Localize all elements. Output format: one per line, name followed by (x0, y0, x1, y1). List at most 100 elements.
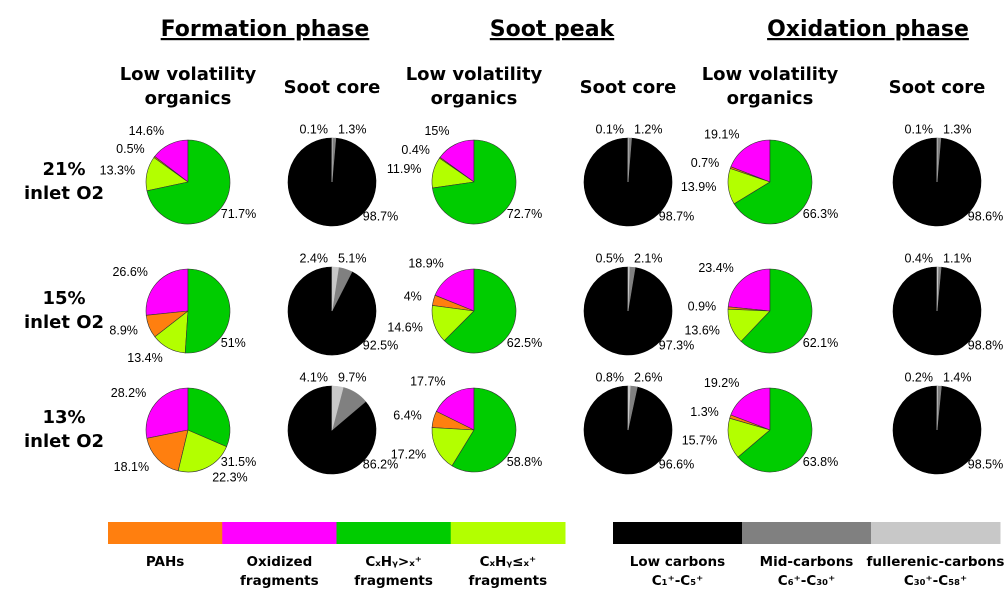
data-label: 66.3% (803, 207, 838, 221)
data-label: 98.6% (968, 209, 1003, 223)
row-label: inlet O2 (24, 312, 104, 333)
legend-label: PAHs (146, 554, 184, 570)
row-label: 15% (42, 288, 85, 309)
legend-label: fragments (240, 573, 319, 589)
data-label: 17.7% (410, 374, 445, 388)
legend-label: C₃₀⁺-C₅₈⁺ (904, 573, 967, 589)
data-label: 13.6% (684, 323, 719, 337)
pie-slice (287, 266, 377, 356)
pie-title: Soot core (580, 77, 677, 98)
data-label: 2.6% (634, 370, 663, 384)
data-label: 1.3% (943, 122, 972, 136)
legend-label: Mid-carbons (760, 554, 854, 570)
pie-title: Soot core (284, 77, 381, 98)
data-label: 1.3% (690, 405, 719, 419)
data-label: 9.7% (338, 370, 367, 384)
data-label: 0.8% (596, 370, 625, 384)
data-label: 31.5% (221, 455, 256, 469)
pie-slice (146, 139, 231, 225)
data-label: 92.5% (363, 338, 398, 352)
data-label: 62.1% (803, 336, 838, 350)
data-label: 5.1% (338, 251, 367, 265)
legend-swatch (613, 522, 743, 544)
pie-slice (187, 387, 231, 447)
data-label: 0.5% (596, 251, 625, 265)
data-label: 1.4% (943, 370, 972, 384)
data-label: 15.7% (682, 434, 717, 448)
data-label: 0.4% (401, 143, 430, 157)
pie-slice (936, 266, 939, 312)
pie-slice (627, 385, 631, 431)
data-label: 15% (424, 124, 449, 138)
pie-slice (145, 268, 189, 316)
legend-label: C₁⁺-C₅⁺ (652, 573, 704, 589)
pie-slice (727, 268, 771, 312)
pie-slice (146, 429, 189, 472)
pie-slice (733, 139, 813, 225)
pie-slice (435, 387, 475, 431)
pie-slice (737, 387, 813, 473)
data-label: 4% (404, 290, 422, 304)
pie-slice (740, 268, 813, 354)
data-label: 28.2% (111, 386, 146, 400)
data-label: 18.9% (408, 257, 443, 271)
legend-label: fragments (354, 573, 433, 589)
phase-title: Formation phase (161, 17, 370, 42)
row-label: 21% (42, 159, 85, 180)
data-label: 96.6% (659, 457, 694, 471)
phase-title: Oxidation phase (767, 17, 969, 42)
data-label: 98.8% (968, 338, 1003, 352)
row-label: inlet O2 (24, 183, 104, 204)
data-label: 13.4% (127, 351, 162, 365)
data-label: 1.3% (338, 122, 367, 136)
pie-title: Low volatility (702, 64, 839, 85)
data-label: 23.4% (698, 261, 733, 275)
phase-title: Soot peak (490, 17, 616, 42)
data-label: 6.4% (393, 408, 422, 422)
pie-slice (936, 385, 938, 431)
data-label: 0.9% (688, 299, 717, 313)
data-label: 0.1% (596, 122, 625, 136)
row-label: 13% (42, 407, 85, 428)
data-label: 13.3% (100, 163, 135, 177)
data-label: 63.8% (803, 455, 838, 469)
data-label: 1.2% (634, 122, 663, 136)
pie-slice (434, 268, 475, 312)
legend-swatch (336, 522, 452, 544)
data-label: 58.8% (507, 455, 542, 469)
legend-swatch (871, 522, 1001, 544)
data-label: 0.7% (691, 156, 720, 170)
pie-slice (432, 139, 517, 225)
data-label: 71.7% (221, 207, 256, 221)
data-label: 17.2% (391, 447, 426, 461)
data-label: 14.6% (387, 321, 422, 335)
legend-label: fragments (469, 573, 548, 589)
legend-label: CₓHᵧ≤ₓ⁺ (480, 554, 537, 570)
data-label: 98.7% (363, 209, 398, 223)
pie-slice (627, 266, 630, 312)
legend-swatch (450, 522, 566, 544)
data-label: 62.5% (507, 336, 542, 350)
legend-label: C₆⁺-C₃₀⁺ (778, 573, 835, 589)
data-label: 86.2% (363, 457, 398, 471)
data-label: 0.2% (905, 370, 934, 384)
data-label: 22.3% (212, 471, 247, 485)
data-label: 98.7% (659, 209, 694, 223)
data-label: 72.7% (507, 207, 542, 221)
pie-title: organics (727, 88, 814, 109)
legend-swatch (108, 522, 223, 544)
data-label: 13.9% (681, 180, 716, 194)
pie-slice (431, 427, 475, 467)
data-label: 0.1% (300, 122, 329, 136)
data-label: 19.1% (704, 128, 739, 142)
pie-slice (177, 429, 227, 473)
pie-slice (730, 387, 771, 431)
data-label: 51% (221, 336, 246, 350)
data-label: 1.1% (943, 251, 972, 265)
legend-label: CₓHᵧ>ₓ⁺ (365, 554, 422, 570)
data-label: 97.3% (659, 338, 694, 352)
data-label: 0.4% (905, 251, 934, 265)
data-label: 2.1% (634, 251, 663, 265)
row-label: inlet O2 (24, 431, 104, 452)
data-label: 19.2% (704, 376, 739, 390)
